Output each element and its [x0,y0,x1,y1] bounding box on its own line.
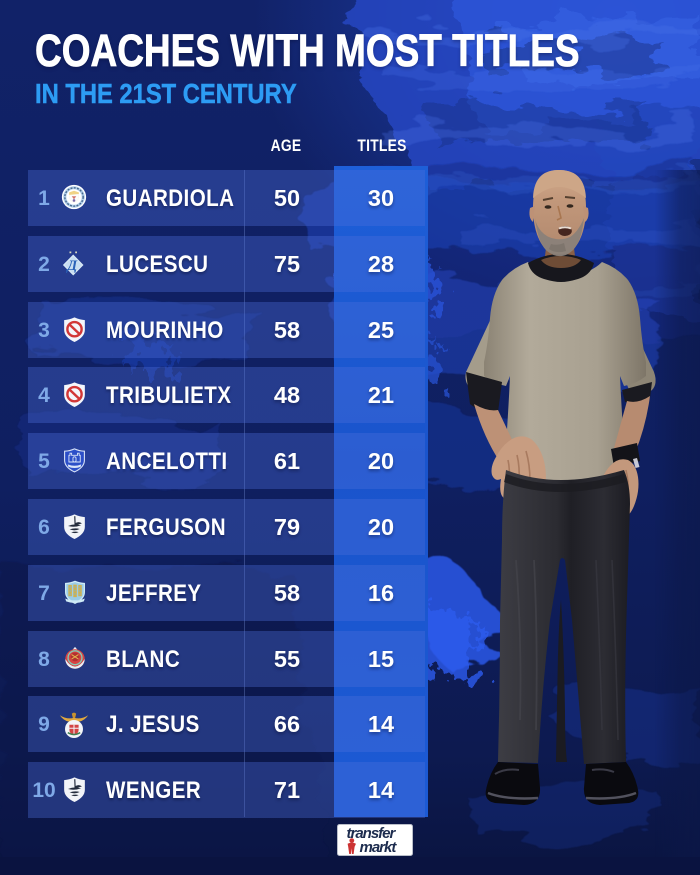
svg-text:Д: Д [65,258,78,274]
svg-text:markt: markt [360,839,398,856]
svg-text:transfer: transfer [347,825,397,842]
